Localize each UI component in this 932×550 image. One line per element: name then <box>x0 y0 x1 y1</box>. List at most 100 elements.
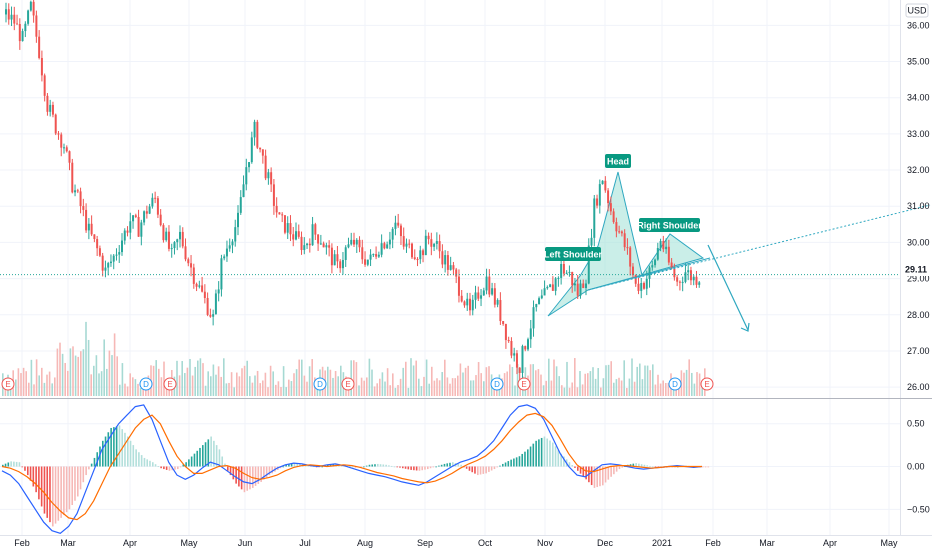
candle-body <box>132 215 135 222</box>
candle-body <box>527 339 529 350</box>
candle-body <box>295 231 297 240</box>
candle-body <box>79 191 82 207</box>
candle-body <box>557 277 560 279</box>
macd-hist-bar <box>613 466 615 475</box>
macd-hist-bar <box>115 426 118 467</box>
macd-hist-bar <box>154 464 157 467</box>
event-marker <box>517 377 531 391</box>
macd-hist-bar <box>424 466 426 470</box>
macd-hist-bar <box>202 445 204 467</box>
annotation-head[interactable]: Head <box>605 154 631 168</box>
macd-hist-bar <box>165 466 168 470</box>
macd-hist-bar <box>107 432 110 467</box>
volume-bar <box>207 371 209 396</box>
candle-body <box>375 254 378 257</box>
macd-pane <box>1 404 710 534</box>
volume-bar <box>210 376 212 396</box>
macd-hist-bar <box>38 466 40 500</box>
candle-body <box>654 259 657 266</box>
candle-body <box>399 225 402 237</box>
candle-body <box>184 246 187 260</box>
macd-hist-bar <box>396 466 399 468</box>
candle-body <box>74 190 77 193</box>
candle-body <box>372 254 375 256</box>
event-label: D <box>143 380 149 389</box>
macd-hist-bar <box>596 466 599 488</box>
y-tick-label: 35.00 <box>907 57 930 67</box>
y-tick-label: 30.00 <box>907 237 930 247</box>
candle-body <box>449 265 452 270</box>
volume-bar <box>119 384 121 396</box>
candle-body <box>535 304 538 308</box>
candle-body <box>319 243 322 245</box>
macd-hist-bar <box>521 453 524 467</box>
volume-bar <box>540 374 542 396</box>
volume-bar <box>444 359 446 396</box>
candle-body <box>546 287 549 289</box>
volume-bar <box>329 369 332 396</box>
y-tick-label: 27.00 <box>907 346 930 356</box>
candle-body <box>27 10 30 24</box>
candle-body <box>626 247 629 249</box>
candle-body <box>126 230 129 233</box>
candle-body <box>148 206 151 214</box>
volume-bar <box>384 381 386 396</box>
drawing-tools[interactable] <box>587 204 931 332</box>
currency-badge[interactable]: USD <box>905 3 929 18</box>
volume-bar <box>124 383 126 396</box>
macd-hist-bar <box>246 466 249 491</box>
macd-hist-bar <box>143 457 146 467</box>
volume-bar <box>4 384 7 396</box>
candle-body <box>491 288 494 295</box>
volume-bar <box>464 367 467 396</box>
volume-bar <box>163 361 165 396</box>
macd-hist-bar <box>407 466 410 470</box>
macd-hist-bar <box>60 466 62 518</box>
volume-bar <box>30 359 33 396</box>
volume-bar <box>610 361 612 396</box>
macd-hist-bar <box>285 464 287 467</box>
macd-hist-bar <box>132 445 135 467</box>
x-tick-label: 2021 <box>652 538 672 548</box>
macd-hist-bar <box>607 466 610 480</box>
candle-body <box>54 114 57 134</box>
macd-hist-bar <box>604 466 607 483</box>
macd-hist-bar <box>321 466 324 468</box>
volume-bar <box>132 377 134 396</box>
volume-bar <box>462 372 464 396</box>
candle-body <box>361 247 364 260</box>
volume-bar <box>85 321 87 396</box>
volume-bar <box>662 380 664 396</box>
volume-bar <box>423 376 425 396</box>
macd-hist-bar <box>140 455 143 467</box>
volume-bar <box>67 370 69 396</box>
macd-hist-bar <box>238 466 240 487</box>
candle-body <box>438 241 441 252</box>
volume-bar <box>256 370 259 396</box>
candle-body <box>347 244 350 248</box>
macd-hist-bar <box>82 466 85 483</box>
candle-body <box>529 328 532 340</box>
volume-bar <box>199 358 202 396</box>
candle-body <box>333 254 336 266</box>
macd-hist-bar <box>571 465 574 467</box>
candle-body <box>402 236 405 247</box>
volume-bar <box>698 373 701 396</box>
volume-bar <box>223 358 225 396</box>
annotation-left-shoulder[interactable]: Left Shoulder <box>544 247 602 261</box>
candle-body <box>441 251 444 265</box>
candle-body <box>469 298 471 311</box>
candle-body <box>540 295 543 299</box>
candle-body <box>604 180 607 191</box>
candle-body <box>49 104 52 112</box>
annotation-right-shoulder[interactable]: Right Shoulder <box>637 218 702 232</box>
macd-hist-bar <box>10 461 12 467</box>
macd-hist-bar <box>493 466 496 470</box>
candle-body <box>187 259 190 264</box>
candle-body <box>201 285 204 292</box>
volume-bar <box>420 386 423 396</box>
macd-hist-bar <box>554 446 557 467</box>
